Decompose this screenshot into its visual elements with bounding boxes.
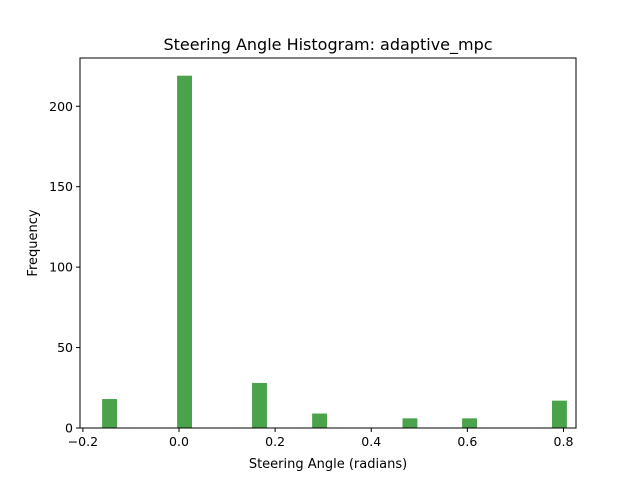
histogram-bar — [102, 399, 118, 428]
plot-frame — [79, 57, 577, 429]
x-tick-label: 0.0 — [169, 434, 189, 449]
y-axis-label: Frequency — [26, 209, 41, 276]
x-axis-ticks: −0.2 0.0 0.2 0.4 0.6 0.8 — [68, 428, 574, 449]
histogram-bar — [177, 75, 192, 429]
x-tick-label: −0.2 — [68, 434, 98, 449]
chart-title: Steering Angle Histogram: adaptive_mpc — [163, 35, 492, 55]
x-tick-label: 0.8 — [554, 434, 574, 449]
y-tick-label: 100 — [49, 260, 73, 275]
y-tick-label: 0 — [65, 421, 73, 436]
bars-group — [102, 75, 567, 429]
y-tick-label: 200 — [49, 99, 73, 114]
y-tick-label: 50 — [57, 340, 73, 355]
x-tick-label: 0.6 — [457, 434, 477, 449]
histogram-bar — [312, 413, 328, 428]
histogram-bar — [252, 382, 267, 428]
y-axis-ticks: 0 50 100 150 200 — [49, 99, 80, 436]
histogram-bar — [402, 418, 418, 428]
x-axis-label: Steering Angle (radians) — [249, 457, 407, 472]
x-tick-label: 0.4 — [361, 434, 381, 449]
x-tick-label: 0.2 — [265, 434, 285, 449]
histogram-bar — [462, 418, 477, 428]
histogram-bar — [551, 400, 567, 428]
y-tick-label: 150 — [49, 179, 73, 194]
